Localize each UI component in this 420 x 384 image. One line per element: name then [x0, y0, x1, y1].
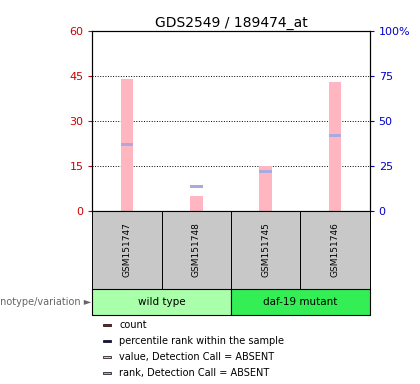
Bar: [231, 210, 300, 289]
Text: wild type: wild type: [138, 297, 186, 307]
Text: genotype/variation ►: genotype/variation ►: [0, 297, 91, 307]
Bar: [121, 143, 133, 146]
Bar: [260, 166, 272, 210]
Bar: [103, 356, 111, 358]
Text: GSM151748: GSM151748: [192, 222, 201, 277]
Text: GSM151745: GSM151745: [261, 222, 270, 277]
Text: GSM151747: GSM151747: [123, 222, 131, 277]
Bar: [190, 195, 202, 210]
Bar: [162, 210, 231, 289]
Text: percentile rank within the sample: percentile rank within the sample: [119, 336, 284, 346]
Bar: [92, 289, 231, 314]
Text: GSM151746: GSM151746: [331, 222, 339, 277]
Bar: [92, 210, 162, 289]
Text: value, Detection Call = ABSENT: value, Detection Call = ABSENT: [119, 352, 274, 362]
Bar: [329, 134, 341, 137]
Title: GDS2549 / 189474_at: GDS2549 / 189474_at: [155, 16, 307, 30]
Bar: [329, 82, 341, 210]
Bar: [190, 185, 202, 189]
Bar: [121, 79, 133, 210]
Text: count: count: [119, 320, 147, 330]
Bar: [260, 170, 272, 174]
Bar: [231, 289, 370, 314]
Bar: [103, 340, 111, 342]
Bar: [300, 210, 370, 289]
Bar: [103, 372, 111, 374]
Text: rank, Detection Call = ABSENT: rank, Detection Call = ABSENT: [119, 368, 270, 378]
Text: daf-19 mutant: daf-19 mutant: [263, 297, 338, 307]
Bar: [103, 324, 111, 326]
